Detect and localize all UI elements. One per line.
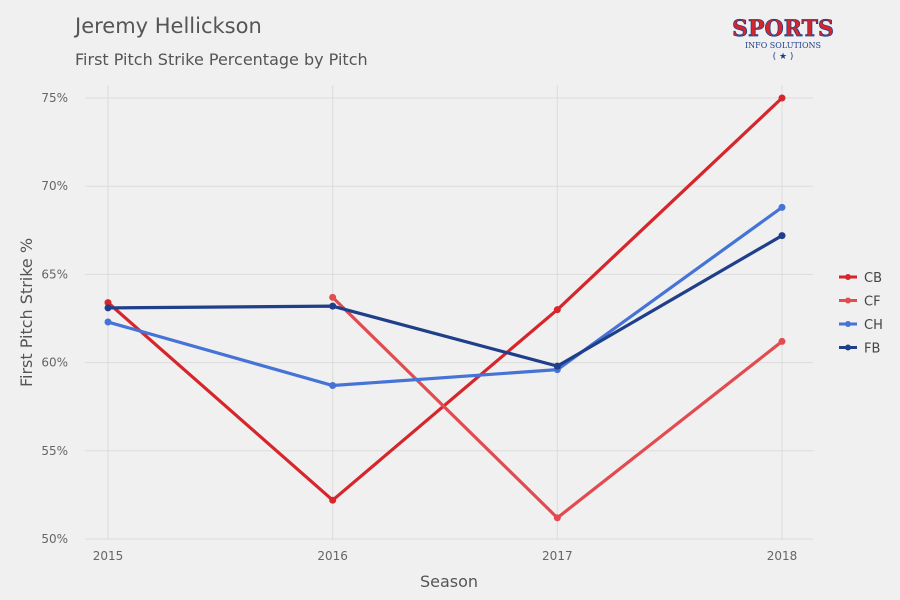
chart-subtitle: First Pitch Strike Percentage by Pitch <box>75 50 368 69</box>
data-point-cf <box>329 293 337 301</box>
y-tick-label: 60% <box>41 356 68 370</box>
legend-marker-cf <box>845 297 851 304</box>
chart-title: Jeremy Hellickson <box>75 14 262 38</box>
svg-text:INFO SOLUTIONS: INFO SOLUTIONS <box>745 41 821 50</box>
legend-marker-fb <box>845 344 851 351</box>
series-line-ch <box>107 206 783 388</box>
x-tick-label: 2017 <box>542 549 573 563</box>
series-line-cb <box>106 96 784 502</box>
sports-info-solutions-logo: SPORTS INFO SOLUTIONS ( ★ ) <box>732 16 835 62</box>
y-tick-label: 70% <box>41 179 68 193</box>
legend-marker-ch <box>845 321 851 327</box>
data-point-cb <box>553 306 561 314</box>
data-point-cb <box>329 496 337 504</box>
data-point-fb <box>329 302 337 310</box>
y-tick-label: 75% <box>41 91 68 105</box>
x-tick-label: 2015 <box>93 549 124 563</box>
legend-label-ch: CH <box>864 318 883 333</box>
data-point-ch <box>329 382 337 390</box>
y-tick-label: 50% <box>41 532 68 546</box>
data-point-fb <box>778 232 786 240</box>
data-point-fb <box>104 304 112 312</box>
legend-label-cb: CB <box>864 271 882 286</box>
svg-text:SPORTS: SPORTS <box>732 16 834 42</box>
legend-label-cf: CF <box>864 295 881 310</box>
data-point-cb <box>104 299 112 307</box>
x-tick-label: 2018 <box>767 549 798 563</box>
y-tick-label: 65% <box>41 267 68 281</box>
data-point-cf <box>778 337 786 345</box>
data-point-cf <box>553 514 561 522</box>
data-point-cb <box>778 94 786 102</box>
y-tick-label: 55% <box>41 444 68 458</box>
data-point-fb <box>553 362 561 370</box>
legend-label-fb: FB <box>864 342 880 357</box>
series-line-fb <box>107 234 783 368</box>
x-tick-label: 2016 <box>317 549 348 563</box>
svg-text:( ★ ): ( ★ ) <box>773 52 794 62</box>
y-axis-label: First Pitch Strike % <box>17 238 36 387</box>
data-point-ch <box>778 203 786 211</box>
data-point-ch <box>104 318 112 326</box>
x-axis-label: Season <box>420 572 478 591</box>
legend-marker-cb <box>845 274 851 280</box>
